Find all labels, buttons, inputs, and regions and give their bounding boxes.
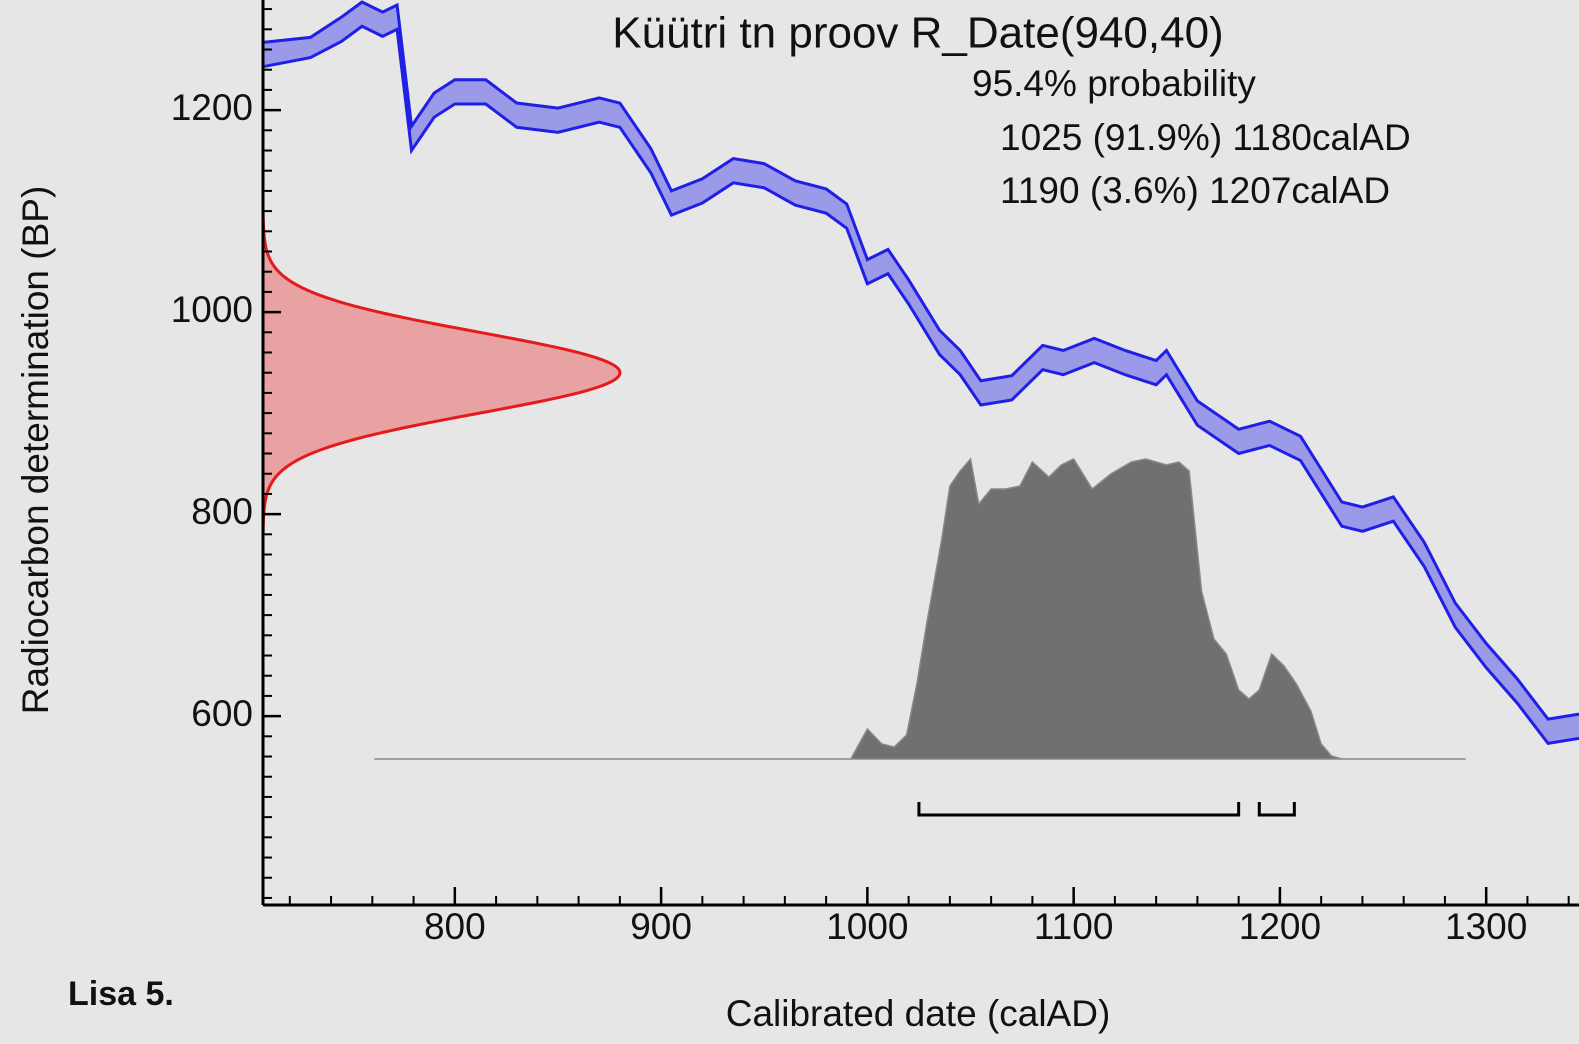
range-bar xyxy=(917,802,1241,817)
measurement-curve xyxy=(261,211,622,535)
chart-title: Küütri tn proov R_Date(940,40) xyxy=(612,9,1223,58)
plot xyxy=(261,0,1579,817)
y-tick-label: 1200 xyxy=(171,87,253,128)
probability-label: 95.4% probability xyxy=(972,63,1256,104)
x-tick-label: 900 xyxy=(630,906,692,947)
posterior xyxy=(374,457,1466,760)
caption: Lisa 5. xyxy=(68,975,174,1013)
y-axis-label: Radiocarbon determination (BP) xyxy=(15,186,56,715)
calibration-upper xyxy=(262,0,1579,721)
x-axis-label: Calibrated date (calAD) xyxy=(726,993,1111,1034)
y-tick-label: 1000 xyxy=(171,289,253,330)
range-label: 1190 (3.6%) 1207calAD xyxy=(1000,170,1390,211)
x-tick-label: 1000 xyxy=(826,906,908,947)
x-tick-label: 800 xyxy=(424,906,486,947)
calibration-lower xyxy=(262,24,1579,746)
range-bar xyxy=(1257,802,1296,817)
measurement-fill xyxy=(263,211,620,535)
range-label: 1025 (91.9%) 1180calAD xyxy=(1000,117,1411,158)
y-tick-label: 600 xyxy=(191,693,253,734)
y-tick-label: 800 xyxy=(191,491,253,532)
x-tick-label: 1100 xyxy=(1034,906,1114,947)
x-tick-label: 1200 xyxy=(1239,906,1321,947)
x-tick-label: 1300 xyxy=(1445,906,1527,947)
